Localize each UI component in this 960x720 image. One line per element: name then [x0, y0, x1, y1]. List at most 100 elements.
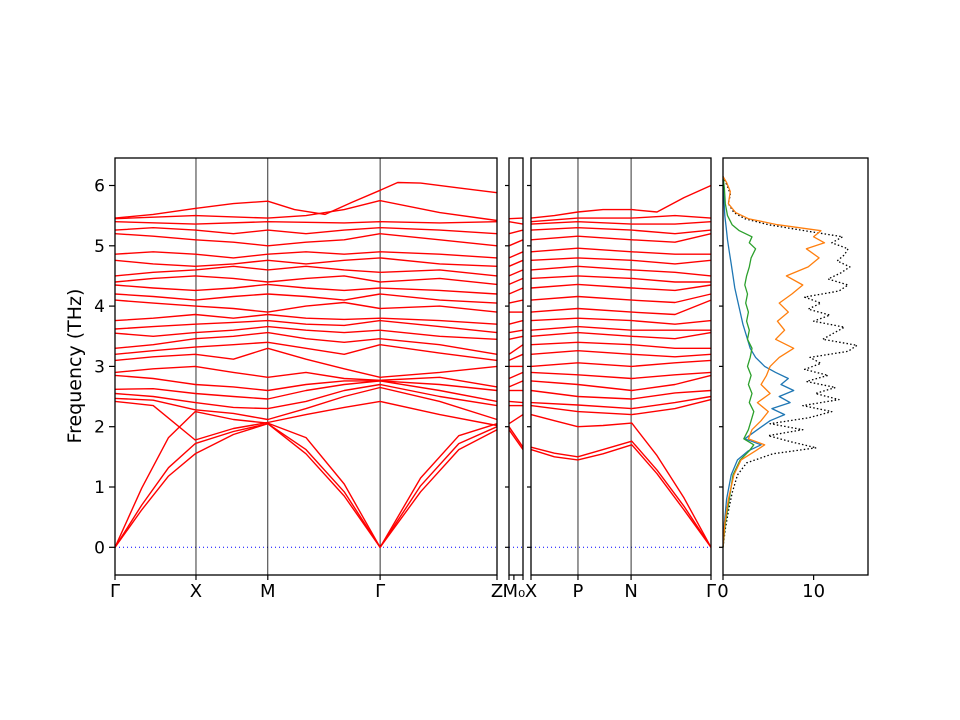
phonon-band-branch — [530, 257, 712, 265]
panel-border — [530, 157, 712, 576]
phonon-band-branch — [508, 329, 524, 334]
phonon-band-branch — [114, 386, 498, 421]
phonon-band-branch — [114, 232, 498, 247]
x-tick-label: N — [624, 581, 637, 602]
phonon-band-branch — [114, 275, 498, 286]
phonon-band-branch — [530, 389, 712, 400]
y-tick-label: 2 — [94, 418, 105, 438]
x-tick-label: Z — [491, 581, 503, 602]
phonon-band-branch — [508, 287, 524, 295]
phonon-band-branch — [114, 374, 498, 392]
phonon-band-branch — [114, 220, 498, 225]
phonon-band-branch — [530, 444, 712, 548]
phonon-band-branch — [114, 423, 498, 548]
phonon-band-branch — [530, 413, 712, 548]
phonon-band-branch — [114, 400, 498, 441]
x-tick-label: X — [190, 581, 202, 602]
phonon-band-branch — [508, 221, 524, 225]
phonon-band-branch — [530, 226, 712, 235]
phonon-band-branch — [530, 325, 711, 331]
phonon-band-branch — [530, 395, 712, 410]
phonon-band-branch — [114, 257, 498, 267]
x-tick-label: Γ — [375, 581, 385, 602]
y-axis-label: Frequency (THz) — [64, 288, 86, 444]
phonon-band-branch — [114, 313, 498, 325]
phonon-band-branch — [530, 233, 712, 243]
phonon-band-branch — [530, 247, 711, 255]
phonon-band-branch — [530, 275, 711, 283]
phonon-band-branch — [508, 414, 524, 425]
phonon-band-branch — [530, 293, 712, 304]
phonon-band-branch — [530, 350, 712, 358]
phonon-band-branch — [114, 199, 498, 222]
phonon-band-branch — [114, 365, 498, 388]
phonon-band-branch — [530, 374, 712, 392]
phonon-band-branch — [508, 429, 524, 451]
phonon-band-branch — [530, 331, 712, 340]
phonon-band-branch — [530, 184, 712, 219]
panel-border — [722, 157, 869, 576]
phonon-band-branch — [114, 341, 498, 362]
phonon-band-branch — [530, 299, 712, 316]
phonon-band-branch — [508, 269, 524, 277]
phonon-band-branch — [114, 251, 498, 259]
dos-curve-projected-3 — [722, 176, 826, 548]
phonon-band-branch — [530, 265, 712, 277]
phonon-band-branch — [508, 229, 524, 235]
phonon-band-branch — [114, 265, 498, 277]
phonon-band-branch — [530, 214, 712, 223]
y-tick-label: 6 — [94, 177, 105, 197]
dos-curve-projected-2 — [722, 176, 757, 548]
phonon-band-branch — [508, 426, 524, 448]
phonon-band-branch — [530, 398, 712, 416]
phonon-band-branch — [508, 217, 524, 220]
y-tick-label: 0 — [94, 538, 105, 558]
y-tick-label: 5 — [94, 237, 105, 257]
phonon-band-branch — [508, 259, 524, 267]
phonon-band-branch — [530, 440, 712, 548]
phonon-band-branch — [508, 277, 524, 286]
phonon-band-branch — [530, 283, 712, 292]
panel-border — [114, 157, 498, 576]
y-tick-label: 1 — [94, 478, 105, 498]
phonon-band-branch — [114, 283, 498, 295]
phonon-band-branch — [530, 371, 712, 380]
phonon-band-branch — [114, 226, 498, 235]
phonon-band-branch — [114, 383, 498, 410]
phonon-band-branch — [508, 344, 524, 355]
phonon-band-branch — [114, 410, 498, 548]
phonon-band-branch — [114, 319, 498, 334]
phonon-band-branch — [508, 251, 524, 259]
phonon-band-branch — [114, 299, 498, 313]
phonon-band-branch — [114, 325, 498, 340]
phonon-band-branch — [530, 341, 711, 349]
x-tick-label: Γ — [706, 581, 716, 602]
phonon-band-branch — [114, 347, 498, 378]
x-tick-label: M — [260, 581, 276, 602]
phonon-band-branch — [508, 239, 524, 247]
phonon-band-branch — [508, 371, 524, 380]
phonon-band-branch — [114, 331, 498, 355]
phonon-band-branch — [530, 220, 712, 225]
dos-curve-projected-1 — [722, 179, 795, 548]
phonon-band-branch — [508, 319, 524, 325]
x-tick-label: 10 — [802, 581, 825, 602]
phonon-band-branch — [508, 380, 524, 388]
x-tick-label: X — [525, 581, 537, 602]
phonon-band-branch — [508, 335, 524, 340]
x-tick-label: 0 — [717, 581, 728, 602]
y-tick-label: 3 — [94, 357, 105, 377]
x-tick-label: M₀ — [503, 581, 526, 602]
phonon-band-branch — [530, 317, 712, 325]
phonon-band-branch — [508, 299, 524, 304]
phonon-band-branch — [508, 353, 524, 362]
phonon-band-branch — [114, 423, 498, 548]
x-tick-label: P — [573, 581, 584, 602]
y-tick-label: 4 — [94, 297, 105, 317]
phonon-band-branch — [508, 400, 524, 404]
x-tick-label: Γ — [110, 581, 120, 602]
phonon-band-branch — [114, 380, 498, 403]
phonon-band-branch — [114, 181, 498, 219]
